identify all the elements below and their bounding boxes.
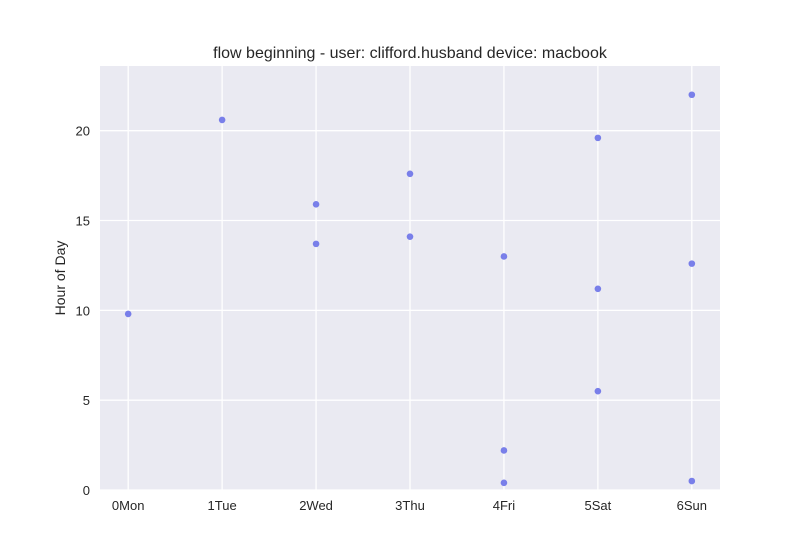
y-tick-labels: 0 5 10 15 20 [76, 124, 90, 498]
data-point [688, 91, 696, 99]
x-tick-label: 2Wed [299, 498, 333, 513]
data-point [406, 233, 414, 240]
data-point [688, 477, 696, 485]
x-tick-label: 0Mon [112, 498, 145, 513]
data-points [124, 91, 696, 487]
data-point [500, 253, 508, 260]
y-tick-label: 5 [83, 393, 90, 408]
data-point [124, 310, 132, 318]
chart-title: flow beginning - user: clifford.husband … [213, 45, 608, 62]
grid-lines [100, 66, 720, 491]
y-axis-label: Hour of Day [52, 241, 68, 316]
y-tick-label: 10 [76, 303, 90, 318]
x-tick-label: 1Tue [208, 498, 237, 513]
x-tick-label: 6Sun [677, 498, 707, 513]
x-tick-label: 3Thu [395, 498, 425, 513]
x-tick-label: 4Fri [493, 498, 516, 513]
data-point [500, 479, 508, 487]
data-point [312, 240, 320, 248]
data-point [218, 116, 226, 124]
data-point [688, 260, 696, 267]
x-tick-label: 5Sat [585, 498, 612, 513]
y-tick-label: 0 [83, 483, 90, 498]
data-point [406, 170, 414, 178]
data-point [594, 285, 602, 293]
x-tick-labels: 0Mon 1Tue 2Wed 3Thu 4Fri 5Sat 6Sun [112, 498, 707, 513]
data-point [500, 447, 508, 454]
y-tick-label: 15 [76, 214, 90, 229]
y-tick-label: 20 [76, 124, 90, 139]
data-point [312, 201, 320, 208]
data-point [594, 134, 602, 142]
data-point [594, 387, 602, 395]
